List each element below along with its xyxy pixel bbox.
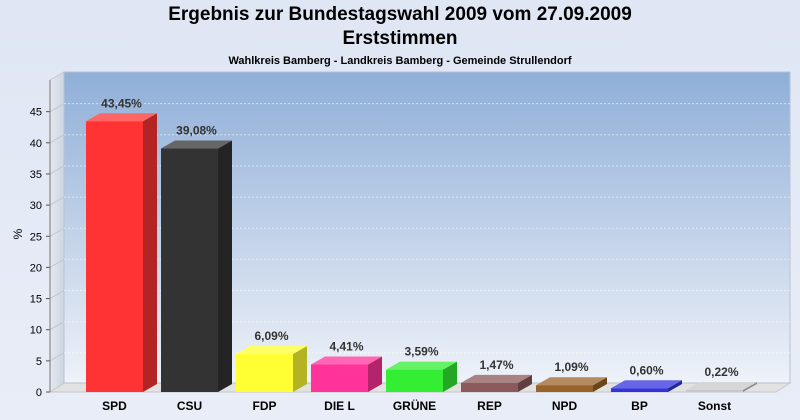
- y-tick-label: 20: [30, 262, 42, 274]
- bar-front: [461, 382, 518, 392]
- bar-side: [443, 361, 457, 392]
- y-axis: 0 5 10 15 20 25 30 35 40 45: [30, 80, 51, 399]
- bar-top: [686, 382, 757, 390]
- y-tick-label: 45: [30, 107, 42, 119]
- bar-rep: [461, 374, 532, 392]
- gridline-side: [49, 103, 65, 113]
- data-label: 0,60%: [629, 363, 663, 377]
- bar-spd: [86, 113, 157, 392]
- x-tick-label: CSU: [177, 399, 202, 413]
- x-tick-label: GRÜNE: [393, 398, 436, 413]
- bar-side: [368, 356, 382, 392]
- gridline-side: [49, 196, 65, 206]
- y-tick-label: 35: [30, 169, 42, 181]
- bar-csu: [161, 140, 232, 392]
- chart-subtitle: Wahlkreis Bamberg - Landkreis Bamberg - …: [228, 55, 572, 67]
- bar-front: [611, 388, 668, 392]
- x-tick-label: BP: [631, 399, 648, 413]
- chart-title: Ergebnis zur Bundestagswahl 2009 vom 27.…: [168, 4, 632, 25]
- gridline-side: [49, 227, 65, 237]
- x-tick-label: DIE L: [324, 399, 355, 413]
- bar-die-l: [311, 356, 382, 392]
- bar-side: [143, 113, 157, 392]
- bar-side: [218, 140, 232, 392]
- x-tick-label: FDP: [253, 399, 277, 413]
- gridline-side: [49, 258, 65, 268]
- y-axis-label: %: [11, 228, 25, 239]
- bar-top: [161, 140, 232, 149]
- bar-front: [161, 148, 218, 392]
- gridline-side: [49, 134, 65, 144]
- bar-top: [461, 374, 532, 383]
- data-label: 1,09%: [554, 360, 588, 374]
- bar-sonst: [686, 382, 757, 392]
- bar-top: [311, 356, 382, 365]
- y-tick-label: 0: [36, 387, 42, 399]
- bar-top: [536, 377, 607, 386]
- bar-front: [386, 369, 443, 392]
- data-label: 3,59%: [404, 345, 438, 359]
- bar-fdp: [236, 346, 307, 392]
- gridline-side: [49, 290, 65, 299]
- bars-layer: [86, 113, 757, 392]
- y-tick-label: 15: [30, 294, 42, 306]
- bar-front: [311, 364, 368, 392]
- bar-top: [611, 380, 682, 389]
- gridline-side: [49, 165, 65, 175]
- bar-side: [668, 380, 682, 392]
- bar-gr-ne: [386, 361, 457, 392]
- y-tick-label: 5: [36, 356, 42, 368]
- data-label: 43,45%: [101, 96, 142, 110]
- y-tick-label: 25: [30, 231, 42, 243]
- x-tick-label: NPD: [552, 399, 578, 413]
- bar-side: [518, 374, 532, 392]
- bar-bp: [611, 380, 682, 392]
- y-tick-label: 30: [30, 200, 42, 212]
- bar-front: [236, 354, 293, 392]
- bar-top: [86, 113, 157, 122]
- data-label: 1,47%: [479, 358, 513, 372]
- data-label: 6,09%: [254, 329, 288, 343]
- labels-layer: 43,45% SPD 39,08% CSU 6,09% FDP 4,41% DIE L 3,59…: [101, 96, 739, 413]
- bar-front: [86, 121, 143, 392]
- y-tick-label: 40: [30, 138, 42, 150]
- chart-title-line2: Erststimmen: [342, 28, 458, 49]
- gridline-side: [49, 352, 65, 362]
- bar-top: [236, 346, 307, 355]
- bar-side: [593, 377, 607, 392]
- x-tick-label: SPD: [102, 399, 127, 413]
- bar-front: [686, 390, 743, 392]
- x-tick-label: REP: [477, 399, 502, 413]
- bar-top: [386, 361, 457, 370]
- gridline-side: [49, 321, 65, 331]
- bar-side: [293, 346, 307, 392]
- x-tick-label: Sonst: [698, 399, 731, 413]
- data-label: 4,41%: [329, 340, 363, 354]
- data-label: 0,22%: [704, 365, 738, 379]
- bar-side: [743, 382, 757, 392]
- y-tick-label: 10: [30, 325, 42, 337]
- data-label: 39,08%: [176, 124, 217, 138]
- bar-front: [536, 385, 593, 392]
- bar-npd: [536, 377, 607, 392]
